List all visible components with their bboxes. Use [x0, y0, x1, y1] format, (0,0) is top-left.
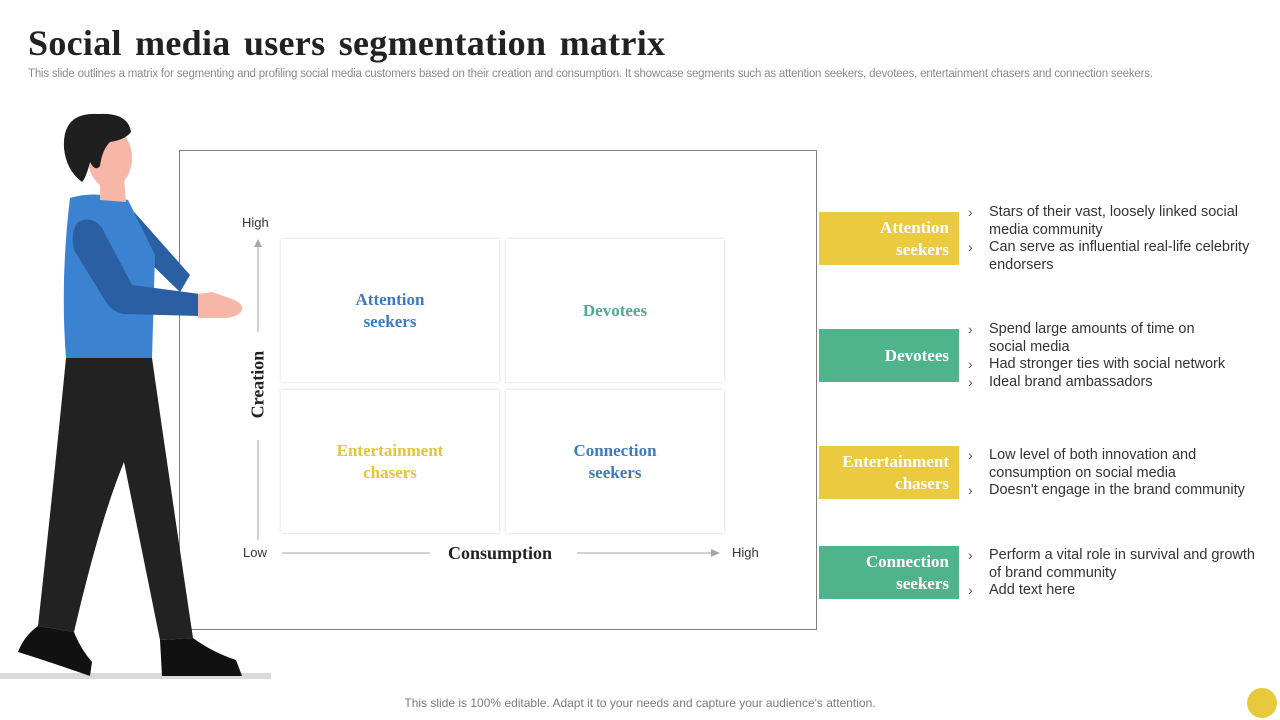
y-axis-high-label: High: [242, 215, 269, 230]
chevron-right-icon: ›: [968, 204, 973, 220]
segment-box-connection-seekers: Connection seekers: [819, 546, 959, 599]
cell-label-line2: seekers: [363, 311, 417, 331]
chevron-right-icon: ›: [968, 356, 973, 372]
slide-title: Social media users segmentation matrix: [28, 23, 666, 63]
bullet-item: › Stars of their vast, loosely linked soc…: [968, 204, 1239, 238]
segment-name-line2: seekers: [896, 239, 949, 259]
segment-box-devotees: Devotees: [819, 329, 959, 382]
bullet-item: › Doesn't engage in the brand community: [968, 482, 1245, 498]
segment-name-line2: seekers: [896, 573, 949, 593]
segment-name-line1: Devotees: [884, 345, 949, 365]
cell-label-line2: chasers: [363, 462, 417, 482]
cell-label-line1: Devotees: [582, 300, 648, 320]
segment-name-line1: Connection: [865, 551, 949, 571]
chevron-right-icon: ›: [968, 239, 973, 255]
y-axis-arrow: [254, 239, 262, 247]
bullet-item: › Perform a vital role in survival and gr…: [968, 547, 1255, 581]
chevron-right-icon: ›: [968, 482, 973, 498]
segment-bullets-attention-seekers: › Stars of their vast, loosely linked soc…: [968, 204, 1268, 274]
bullet-item: › Low level of both innovation and consum…: [968, 447, 1197, 481]
x-axis-title: Consumption: [448, 543, 553, 563]
segment-bullets-devotees: › Spend large amounts of time on social m…: [968, 321, 1268, 391]
matrix-cell-attention-seekers: Attention seekers: [281, 239, 499, 382]
chevron-right-icon: ›: [968, 582, 973, 598]
bullet-item: › Spend large amounts of time on social m…: [968, 321, 1195, 355]
bullet-item: › Add text here: [968, 582, 1076, 598]
segment-name-line2: chasers: [895, 473, 949, 493]
matrix-cell-entertainment-chasers: Entertainment chasers: [281, 390, 499, 533]
bullet-item: › Can serve as influential real-life cele…: [968, 239, 1250, 273]
cell-label-line1: Entertainment: [336, 440, 444, 460]
bullet-item: › Ideal brand ambassadors: [968, 373, 1153, 390]
segment-box-attention-seekers: Attention seekers: [819, 212, 959, 265]
decorative-dot: [1247, 688, 1277, 718]
segment-box-entertainment-chasers: Entertainment chasers: [819, 446, 959, 499]
chevron-right-icon: ›: [968, 373, 973, 390]
segment-bullets-entertainment-chasers: › Low level of both innovation and consum…: [968, 447, 1268, 500]
cell-label-line2: seekers: [588, 462, 642, 482]
x-axis-low-label: Low: [243, 545, 267, 560]
segment-name-line1: Entertainment: [842, 451, 949, 471]
chevron-right-icon: ›: [968, 447, 973, 463]
x-axis-arrow: [711, 549, 720, 557]
cell-label-line1: Connection: [573, 440, 657, 460]
chevron-right-icon: ›: [968, 547, 973, 563]
person-illustration: [18, 113, 243, 676]
chevron-right-icon: ›: [968, 321, 973, 337]
matrix-cell-connection-seekers: Connection seekers: [506, 390, 724, 533]
slide-footer: This slide is 100% editable. Adapt it to…: [404, 696, 876, 710]
matrix-cell-devotees: Devotees: [506, 239, 724, 382]
cell-label-line1: Attention: [355, 289, 425, 309]
slide-subtitle: This slide outlines a matrix for segment…: [28, 68, 1153, 80]
segment-bullets-connection-seekers: › Perform a vital role in survival and gr…: [968, 547, 1268, 600]
x-axis-high-label: High: [732, 545, 759, 560]
segment-name-line1: Attention: [880, 217, 949, 237]
floor-line: [0, 673, 271, 679]
bullet-item: › Had stronger ties with social network: [968, 356, 1226, 372]
